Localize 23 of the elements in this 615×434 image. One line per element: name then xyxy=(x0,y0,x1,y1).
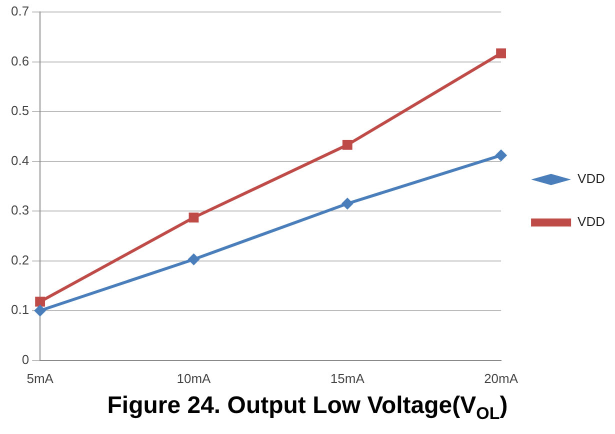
text: Figure 24. Output Low Voltage(V$_{OL}$) xyxy=(106,392,509,424)
x-tick-label: 10mA xyxy=(176,370,212,386)
y-tick-label: 0.3 xyxy=(10,202,30,218)
x-tick-label: 20mA xyxy=(484,370,518,386)
x-tick-label: 5mA xyxy=(26,370,54,386)
y-tick-label: 0.6 xyxy=(10,53,30,68)
y-tick-label: 0.1 xyxy=(10,302,30,318)
y-tick-label: 0.2 xyxy=(10,252,30,268)
y-tick-label: 0.5 xyxy=(10,103,30,118)
legend-label: VDD xyxy=(578,214,606,230)
point xyxy=(188,212,199,223)
y-tick-label: 0.7 xyxy=(10,4,30,19)
point xyxy=(188,253,200,266)
y-tick-label: 0 xyxy=(22,352,30,367)
point xyxy=(34,304,46,317)
point xyxy=(495,149,508,162)
point xyxy=(35,296,46,307)
point xyxy=(341,198,354,210)
legend-label: VDD xyxy=(578,171,606,186)
x-tick-label: 15mA xyxy=(330,370,365,386)
point xyxy=(496,48,506,58)
point xyxy=(342,140,352,150)
y-tick-label: 0.4 xyxy=(10,152,30,168)
